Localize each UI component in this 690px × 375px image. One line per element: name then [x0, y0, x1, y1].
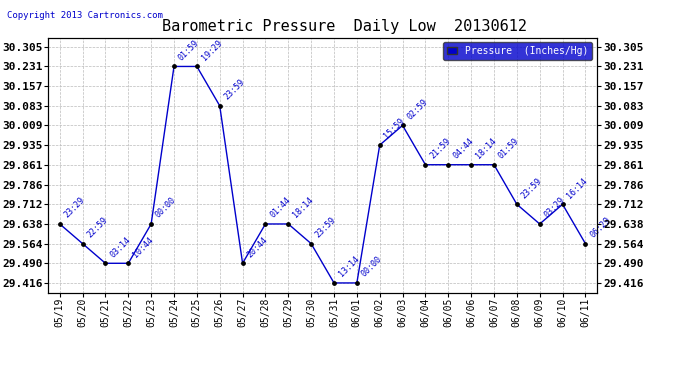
Text: 03:29: 03:29	[542, 196, 566, 220]
Text: Barometric Pressure  Daily Low  20130612: Barometric Pressure Daily Low 20130612	[163, 19, 527, 34]
Text: 23:59: 23:59	[314, 215, 338, 240]
Point	[100, 260, 111, 266]
Point	[260, 221, 271, 227]
Text: 16:14: 16:14	[565, 176, 589, 200]
Point	[146, 221, 157, 227]
Point	[443, 162, 454, 168]
Point	[534, 221, 545, 227]
Text: 00:00: 00:00	[154, 196, 178, 220]
Point	[214, 103, 225, 109]
Text: 18:14: 18:14	[291, 196, 315, 220]
Point	[351, 280, 362, 286]
Text: 13:14: 13:14	[337, 255, 361, 279]
Text: 23:29: 23:29	[63, 196, 86, 220]
Text: 15:59: 15:59	[382, 117, 406, 141]
Point	[466, 162, 477, 168]
Point	[168, 63, 179, 69]
Point	[55, 221, 66, 227]
Text: 01:59: 01:59	[177, 38, 201, 62]
Legend: Pressure  (Inches/Hg): Pressure (Inches/Hg)	[444, 42, 592, 60]
Text: 19:29: 19:29	[199, 38, 224, 62]
Text: 10:44: 10:44	[131, 235, 155, 259]
Point	[511, 201, 522, 207]
Point	[306, 241, 317, 247]
Text: 23:59: 23:59	[222, 78, 246, 102]
Point	[420, 162, 431, 168]
Text: 03:14: 03:14	[108, 235, 132, 259]
Point	[489, 162, 500, 168]
Text: Copyright 2013 Cartronics.com: Copyright 2013 Cartronics.com	[7, 11, 163, 20]
Point	[77, 241, 88, 247]
Point	[283, 221, 294, 227]
Point	[123, 260, 134, 266]
Point	[580, 241, 591, 247]
Point	[237, 260, 248, 266]
Point	[557, 201, 568, 207]
Text: 18:14: 18:14	[474, 136, 498, 160]
Text: 06:29: 06:29	[588, 215, 612, 240]
Point	[374, 142, 385, 148]
Text: 02:59: 02:59	[405, 97, 429, 121]
Text: 20:44: 20:44	[246, 235, 269, 259]
Text: 21:59: 21:59	[428, 136, 452, 160]
Text: 00:00: 00:00	[359, 255, 384, 279]
Text: 23:59: 23:59	[520, 176, 544, 200]
Text: 04:44: 04:44	[451, 136, 475, 160]
Text: 01:59: 01:59	[497, 136, 521, 160]
Text: 01:44: 01:44	[268, 196, 293, 220]
Text: 22:59: 22:59	[86, 215, 110, 240]
Point	[328, 280, 339, 286]
Point	[191, 63, 202, 69]
Point	[397, 122, 408, 128]
